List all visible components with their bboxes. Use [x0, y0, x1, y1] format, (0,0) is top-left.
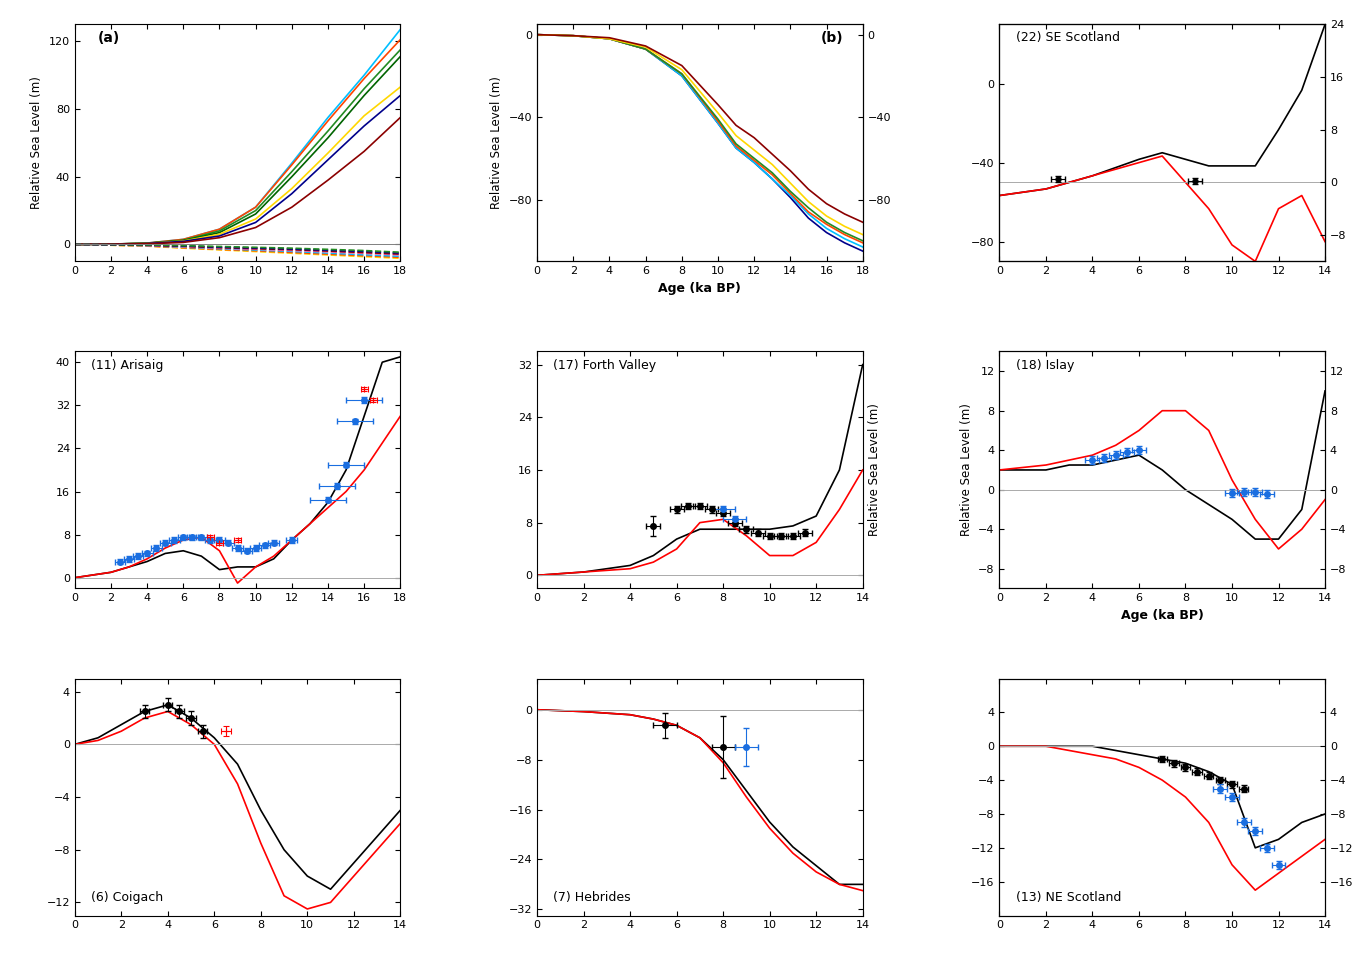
X-axis label: Age (ka BP): Age (ka BP) — [1121, 609, 1204, 621]
Text: (7) Hebrides: (7) Hebrides — [553, 890, 631, 904]
Y-axis label: Relative Sea Level (m): Relative Sea Level (m) — [868, 403, 881, 537]
Text: (b): (b) — [821, 31, 843, 46]
Text: (17) Forth Valley: (17) Forth Valley — [553, 358, 656, 371]
Y-axis label: Relative Sea Level (m): Relative Sea Level (m) — [491, 76, 503, 209]
Text: (6) Coigach: (6) Coigach — [91, 890, 163, 904]
X-axis label: Age (ka BP): Age (ka BP) — [659, 281, 741, 295]
Text: (22) SE Scotland: (22) SE Scotland — [1015, 31, 1120, 45]
Text: (11) Arisaig: (11) Arisaig — [91, 358, 163, 371]
Y-axis label: Relative Sea Level (m): Relative Sea Level (m) — [959, 403, 973, 537]
Text: (a): (a) — [98, 31, 120, 46]
Text: (13) NE Scotland: (13) NE Scotland — [1015, 890, 1121, 904]
Y-axis label: Relative Sea Level (m): Relative Sea Level (m) — [30, 76, 43, 209]
Text: (18) Islay: (18) Islay — [1015, 358, 1074, 371]
